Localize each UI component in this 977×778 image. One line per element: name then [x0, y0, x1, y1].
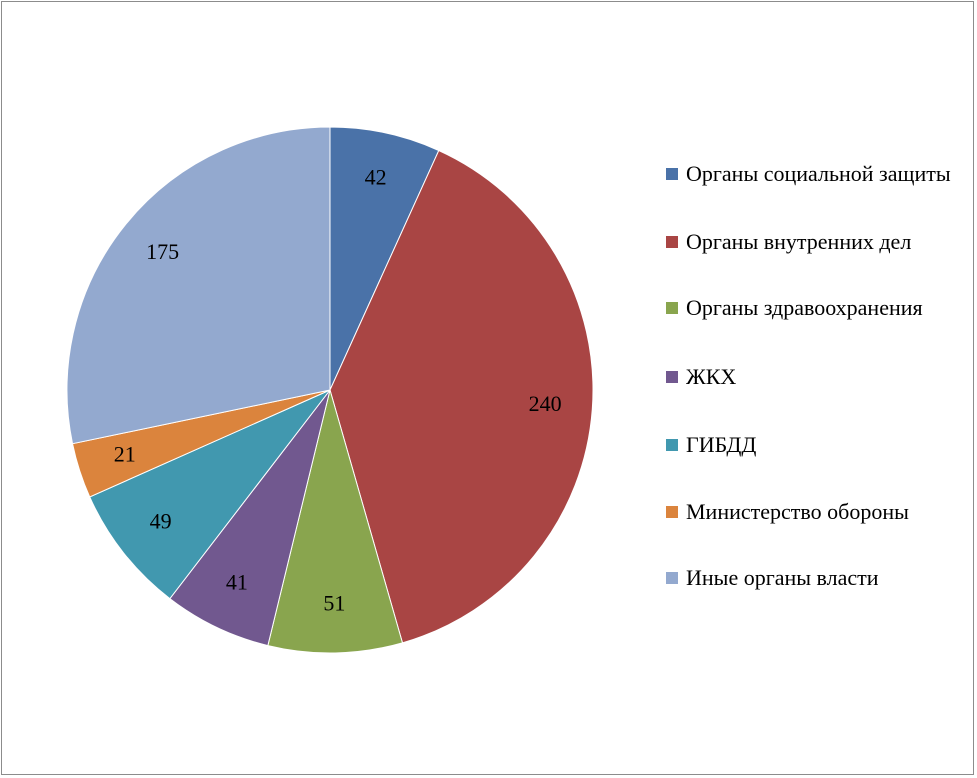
data-label-other-authorities: 175 — [146, 239, 179, 264]
legend-swatch — [666, 439, 678, 451]
data-label-defense-ministry: 21 — [114, 441, 136, 466]
legend-label: Министерство обороны — [686, 499, 909, 524]
legend-label: ЖКХ — [686, 364, 737, 389]
legend-label: Органы здравоохранения — [686, 295, 923, 320]
pie-slice-healthcare — [267, 388, 404, 654]
data-label-internal-affairs: 240 — [529, 391, 562, 416]
legend-swatch — [666, 236, 678, 248]
legend-item-other-authorities: Иные органы власти — [666, 564, 966, 592]
legend-label: Органы внутренних дел — [686, 229, 912, 254]
legend-item-traffic-police: ГИБДД — [666, 431, 966, 459]
legend-item-healthcare: Органы здравоохранения — [666, 294, 966, 322]
legend-swatch — [666, 168, 678, 180]
legend-label: Органы социальной защиты — [686, 161, 951, 186]
legend-swatch — [666, 506, 678, 518]
pie-slice-social-protection — [329, 126, 440, 391]
legend-label: ГИБДД — [686, 432, 757, 457]
legend-item-housing-utilities: ЖКХ — [666, 363, 966, 391]
legend-item-social-protection: Органы социальной защиты — [666, 160, 966, 188]
legend-item-defense-ministry: Министерство обороны — [666, 498, 966, 526]
pie-slice-housing-utilities — [169, 389, 331, 647]
legend-label: Иные органы власти — [686, 565, 879, 590]
data-label-housing-utilities: 41 — [226, 570, 248, 595]
pie-slice-other-authorities — [66, 126, 331, 445]
pie-slice-traffic-police — [89, 389, 331, 600]
data-label-traffic-police: 49 — [150, 509, 172, 534]
legend-swatch — [666, 572, 678, 584]
legend-item-internal-affairs: Органы внутренних дел — [666, 228, 966, 256]
data-label-social-protection: 42 — [365, 164, 387, 189]
legend-swatch — [666, 302, 678, 314]
pie-slice-internal-affairs — [329, 149, 594, 644]
legend-swatch — [666, 371, 678, 383]
data-label-healthcare: 51 — [323, 591, 345, 616]
